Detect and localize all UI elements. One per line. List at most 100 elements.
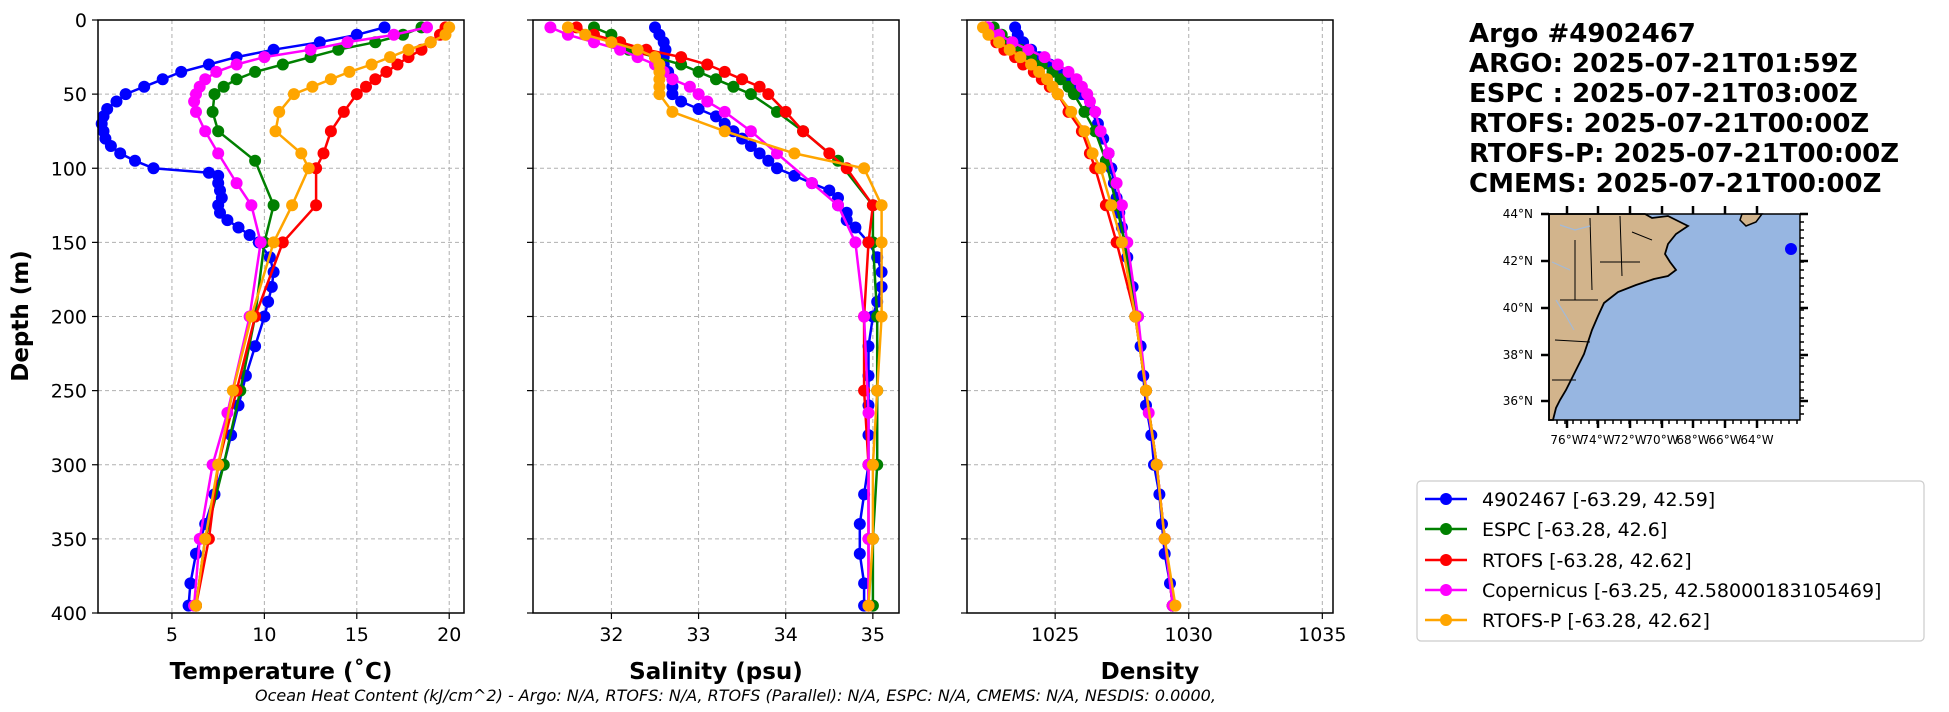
temperature-point-rtofs — [337, 105, 350, 118]
salinity-point-rtofs — [701, 58, 714, 71]
salinity-point-rtofs-p — [653, 88, 666, 101]
temperature-point-4902467 — [350, 28, 363, 41]
salinity-point-rtofs — [753, 80, 766, 93]
density-point-rtofs-p — [993, 36, 1006, 49]
salinity-xtick-label: 32 — [599, 624, 623, 646]
salinity-point-4902467 — [788, 169, 801, 182]
temperature-point-espc — [212, 125, 225, 138]
salinity-point-rtofs-p — [579, 28, 592, 41]
salinity-point-rtofs — [866, 199, 879, 212]
temperature-point-copernicus — [258, 51, 271, 64]
salinity-point-rtofs-p — [875, 199, 888, 212]
temperature-point-copernicus — [190, 105, 202, 118]
salinity-point-4902467 — [675, 95, 688, 108]
density-point-rtofs-p — [1169, 599, 1182, 612]
temperature-point-4902467 — [258, 310, 271, 323]
density-point-copernicus — [1062, 65, 1075, 78]
legend-marker-rtofs — [1440, 554, 1452, 566]
temperature-panel: 5 10 15 20 0 50 100 150 200 250 300 350 400 Tempera… — [8, 10, 465, 685]
temperature-point-copernicus — [245, 199, 258, 212]
depth-ytick-label: 0 — [75, 10, 87, 32]
salinity-point-4902467 — [849, 221, 862, 234]
salinity-point-rtofs-p — [866, 458, 879, 471]
salinity-point-espc — [710, 73, 722, 86]
map-lon-tick-70: 70°W — [1645, 433, 1678, 447]
salinity-line-copernicus — [549, 26, 870, 606]
temperature-point-copernicus — [230, 177, 243, 190]
salinity-point-4902467 — [666, 88, 679, 101]
salinity-point-espc — [692, 65, 705, 78]
map-lon-tick-64: 64°W — [1740, 433, 1773, 447]
salinity-point-rtofs-p — [862, 599, 875, 612]
temperature-point-4902467 — [221, 214, 234, 227]
map-rivers — [1551, 224, 1591, 331]
salinity-point-rtofs-p — [871, 384, 884, 397]
depth-ytick-label: 100 — [51, 158, 87, 180]
temperature-point-copernicus — [421, 21, 433, 34]
map-lat-tick-38: 38°N — [1503, 348, 1533, 362]
salinity-xtick-label: 33 — [686, 624, 710, 646]
salinity-point-rtofs — [797, 125, 810, 138]
salinity-point-copernicus — [771, 147, 783, 160]
salinity-point-4902467 — [823, 184, 836, 197]
temperature-point-rtofs-p — [287, 88, 300, 101]
temperature-point-4902467 — [313, 36, 326, 49]
density-point-rtofs-p — [1086, 147, 1099, 160]
temperature-xtick-label: 5 — [166, 624, 178, 646]
salinity-point-copernicus — [744, 125, 757, 138]
temperature-point-rtofs-p — [199, 532, 212, 545]
temperature-point-rtofs-p — [267, 236, 280, 249]
title-line-argo-id: Argo #4902467 — [1469, 19, 1696, 49]
temperature-point-rtofs-p — [226, 384, 239, 397]
temperature-point-espc — [217, 80, 230, 93]
salinity-point-copernicus — [862, 406, 875, 419]
density-point-rtofs-p — [1158, 532, 1171, 545]
salinity-point-rtofs-p — [858, 162, 871, 175]
salinity-point-rtofs-p — [875, 310, 888, 323]
ocean-heat-content-footer: Ocean Heat Content (kJ/cm^2) - Argo: N/A… — [255, 686, 1216, 705]
salinity-point-copernicus — [701, 95, 714, 108]
map-land — [1548, 213, 1690, 421]
map-lon-tick-76: 76°W — [1550, 433, 1583, 447]
density-point-copernicus — [1102, 147, 1115, 160]
salinity-point-copernicus — [849, 236, 862, 249]
density-point-rtofs-p — [1094, 162, 1107, 175]
temperature-point-rtofs-p — [424, 36, 437, 49]
map-lon-tick-68: 68°W — [1676, 433, 1709, 447]
salinity-series-group — [544, 21, 888, 612]
salinity-point-4902467 — [853, 547, 866, 560]
temperature-point-espc — [276, 58, 289, 71]
temperature-point-rtofs — [310, 199, 323, 212]
temperature-point-rtofs-p — [365, 58, 378, 71]
temperature-point-4902467 — [202, 166, 215, 179]
density-point-rtofs-p — [982, 28, 995, 41]
depth-ylabel: Depth (m) — [8, 250, 34, 382]
salinity-point-rtofs — [762, 88, 775, 101]
density-point-espc — [1067, 88, 1080, 101]
density-point-espc — [1078, 105, 1091, 118]
temperature-point-4902467 — [138, 80, 151, 93]
salinity-point-4902467 — [858, 488, 871, 501]
map-lat-tick-44: 44°N — [1503, 207, 1533, 221]
density-point-copernicus — [1083, 95, 1096, 108]
density-point-rtofs-p — [1129, 310, 1142, 323]
temperature-point-rtofs-p — [286, 199, 299, 212]
map-lon-tick-72: 72°W — [1613, 433, 1646, 447]
legend-entry: RTOFS [-63.28, 42.62] — [1425, 550, 1692, 572]
salinity-point-rtofs-p — [866, 532, 879, 545]
map-lon-tick-74: 74°W — [1581, 433, 1614, 447]
salinity-point-copernicus — [805, 177, 818, 190]
salinity-point-rtofs-p — [788, 147, 801, 160]
density-point-rtofs-p — [1051, 88, 1064, 101]
legend-label-rtofs: RTOFS [-63.28, 42.62] — [1482, 550, 1692, 572]
salinity-point-4902467 — [753, 147, 766, 160]
temperature-point-espc — [206, 105, 219, 118]
temperature-point-4902467 — [378, 21, 391, 34]
salinity-point-rtofs-p — [875, 236, 888, 249]
density-point-copernicus — [1022, 43, 1035, 56]
density-point-copernicus — [1094, 125, 1107, 138]
map-frame — [1548, 213, 1801, 421]
temperature-point-4902467 — [104, 140, 117, 152]
salinity-point-rtofs — [675, 51, 688, 64]
